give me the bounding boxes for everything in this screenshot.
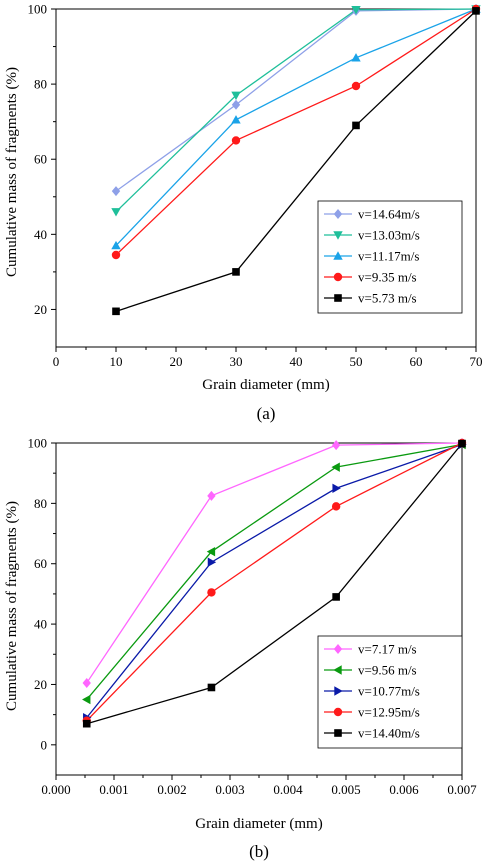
chart-b-legend-marker xyxy=(333,707,343,717)
chart-b-series-line-4 xyxy=(86,442,463,722)
chart-b-xlabel: Grain diameter (mm) xyxy=(195,816,322,832)
chart-b-series-line-2 xyxy=(86,443,463,700)
chart-b-data-point xyxy=(331,462,340,472)
chart-a-data-point xyxy=(351,53,361,62)
chart-a-series-line-5 xyxy=(115,10,477,312)
chart-a-data-point xyxy=(351,81,361,91)
chart-b: 0.000 0.001 0.002 0.003 0.004 0.005 0.006 0.007… xyxy=(4,436,477,862)
chart-a-x-tick-label: 20 xyxy=(170,354,183,369)
chart-a-legend-label: v=14.64m/s xyxy=(358,207,420,222)
chart-b-series-line-3 xyxy=(86,443,463,719)
chart-b-data-point xyxy=(82,677,91,688)
chart-b-y-tick-label: 100 xyxy=(28,436,48,451)
chart-b-y-tick-label: 20 xyxy=(34,677,47,692)
chart-b-x-tick-label: 0.004 xyxy=(273,782,303,797)
chart-b-legend-marker xyxy=(334,729,342,737)
chart-a-x-tick-label: 0 xyxy=(53,354,60,369)
chart-a-legend-marker xyxy=(333,209,343,219)
chart-a-data-point xyxy=(112,307,120,316)
chart-b-data-point xyxy=(207,683,216,692)
chart-a-series-line-4 xyxy=(115,8,477,256)
chart-b-series-line-1 xyxy=(86,442,463,684)
chart-b-legend-marker xyxy=(333,665,342,675)
chart-a-y-tick-label: 20 xyxy=(34,302,47,317)
chart-a-y-tick-label: 100 xyxy=(28,2,48,17)
chart-a-data-point xyxy=(111,208,121,217)
chart-a-panel-label: (a) xyxy=(257,404,276,423)
chart-b-x-tick-label: 0.007 xyxy=(447,782,477,797)
chart-b-panel-label: (b) xyxy=(249,842,269,861)
chart-b-x-tick-label: 0.001 xyxy=(99,782,128,797)
chart-b-x-tick-label: 0.005 xyxy=(331,782,360,797)
chart-a-data-point xyxy=(111,186,121,197)
chart-a-legend-marker xyxy=(333,251,343,260)
chart-b-legend-label: v=9.56 m/s xyxy=(358,663,417,678)
chart-a-x-tick-label: 40 xyxy=(290,354,303,369)
chart-a-y-tick-label: 80 xyxy=(34,77,47,92)
chart-b-x-tick-label: 0.003 xyxy=(215,782,244,797)
chart-a-legend-marker xyxy=(333,272,343,282)
chart-a-legend-marker xyxy=(333,231,343,240)
chart-b-x-tick-label: 0.002 xyxy=(157,782,186,797)
chart-a-data-point xyxy=(472,7,480,15)
chart-b-data-point xyxy=(82,694,91,705)
chart-b-x-tick-label: 0.006 xyxy=(389,782,419,797)
chart-b-y-tick-label: 80 xyxy=(34,496,47,511)
chart-a-data-point xyxy=(231,136,241,145)
chart-b-legend-marker xyxy=(333,644,343,654)
chart-a-y-tick-label: 40 xyxy=(34,227,47,242)
chart-a-data-point xyxy=(232,268,240,276)
chart-b-data-point xyxy=(332,483,341,493)
chart-a: 0 10 20 30 40 50 60 70 20 40 60 80 100 Grain diamete… xyxy=(4,2,483,424)
chart-a-xlabel: Grain diameter (mm) xyxy=(202,377,329,393)
chart-a-legend-label: v=11.17m/s xyxy=(358,249,419,264)
chart-a-legend-label: v=5.73 m/s xyxy=(358,291,417,306)
chart-a-x-tick-label: 30 xyxy=(230,354,243,369)
chart-b-data-point xyxy=(331,502,341,511)
chart-a-data-point xyxy=(351,6,361,15)
chart-a-y-tick-label: 60 xyxy=(34,152,47,167)
chart-a-series-line-1 xyxy=(115,8,477,192)
chart-a-series-line-3 xyxy=(115,8,477,247)
chart-b-ylabel: Cumulative mass of fragments (%) xyxy=(4,501,20,711)
chart-b-y-tick-label: 0 xyxy=(41,737,48,752)
chart-b-data-point xyxy=(206,546,216,557)
chart-b-data-point xyxy=(82,719,91,728)
chart-a-x-tick-label: 50 xyxy=(350,354,363,369)
chart-b-y-tick-label: 40 xyxy=(34,617,47,632)
chart-a-legend: v=14.64m/s v=13.03m/s v=11.17m/s v=9.35 m/s… xyxy=(317,200,463,314)
chart-b-data-point xyxy=(332,593,340,601)
chart-a-data-point xyxy=(231,115,241,124)
chart-b-data-point xyxy=(458,439,466,448)
chart-a-x-tick-label: 70 xyxy=(470,354,483,369)
chart-b-legend-frame xyxy=(317,635,463,749)
chart-a-ylabel: Cumulative mass of fragments (%) xyxy=(4,67,20,277)
chart-b-x-tick-label: 0.000 xyxy=(41,782,70,797)
chart-a-legend-label: v=9.35 m/s xyxy=(358,270,417,285)
chart-b-data-point xyxy=(207,557,217,567)
chart-b-data-point xyxy=(331,440,341,451)
chart-b-legend: v=7.17 m/s v=9.56 m/s v=10.77m/s v=12.95m/s… xyxy=(317,635,463,749)
chart-b-data-point xyxy=(207,490,216,501)
chart-a-legend-marker xyxy=(334,294,342,302)
chart-b-legend-label: v=7.17 m/s xyxy=(358,642,417,657)
chart-a-data-point xyxy=(352,121,360,130)
chart-b-legend-label: v=10.77m/s xyxy=(358,684,420,699)
chart-b-y-tick-label: 60 xyxy=(34,556,47,571)
chart-b-legend-marker xyxy=(334,686,343,696)
chart-b-series-line-5 xyxy=(86,443,463,725)
chart-a-x-tick-label: 60 xyxy=(410,354,423,369)
chart-a-x-tick-label: 10 xyxy=(110,354,123,369)
chart-a-legend-label: v=13.03m/s xyxy=(358,228,420,243)
chart-a-data-point xyxy=(111,250,121,260)
chart-b-legend-label: v=14.40m/s xyxy=(358,726,420,741)
chart-a-data-point xyxy=(231,99,241,110)
chart-b-data-point xyxy=(207,588,216,597)
chart-b-legend-label: v=12.95m/s xyxy=(358,705,420,720)
chart-a-series-line-2 xyxy=(115,8,477,213)
chart-a-legend-frame xyxy=(317,200,463,314)
chart-a-data-point xyxy=(111,240,121,250)
chart-a-data-point xyxy=(231,91,241,101)
